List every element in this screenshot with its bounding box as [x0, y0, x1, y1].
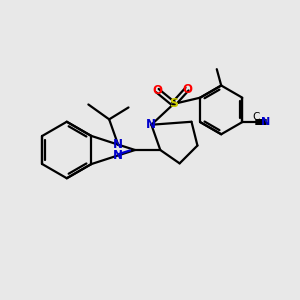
Text: S: S [169, 98, 178, 110]
Text: C: C [253, 112, 260, 122]
Text: N: N [262, 117, 271, 127]
Text: O: O [152, 84, 162, 97]
Text: O: O [182, 82, 192, 96]
Text: N: N [113, 138, 123, 151]
Text: N: N [113, 149, 123, 162]
Text: N: N [146, 118, 156, 131]
